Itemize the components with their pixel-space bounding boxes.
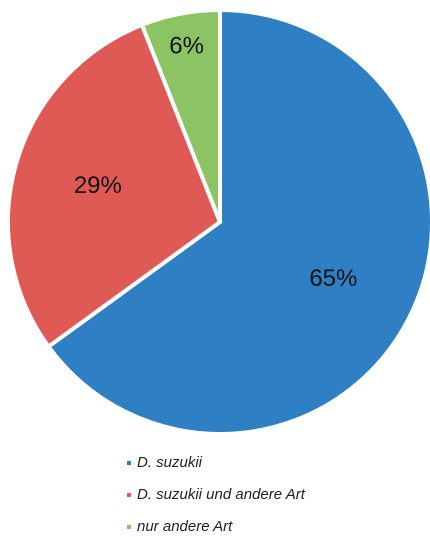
legend-label: D. suzukii [137, 454, 203, 471]
pie-slice [45, 7, 430, 436]
legend-marker [127, 461, 131, 465]
legend-marker [127, 525, 131, 529]
pie-slice [139, 7, 222, 223]
data-label: 29% [74, 172, 122, 199]
legend-label: D. suzukii und andere Art [137, 486, 306, 503]
data-label: 65% [309, 265, 357, 292]
data-label: 6% [169, 32, 204, 59]
legend-label: nur andere Art [137, 518, 233, 535]
legend-marker [127, 493, 131, 497]
pie-slice [6, 22, 223, 350]
